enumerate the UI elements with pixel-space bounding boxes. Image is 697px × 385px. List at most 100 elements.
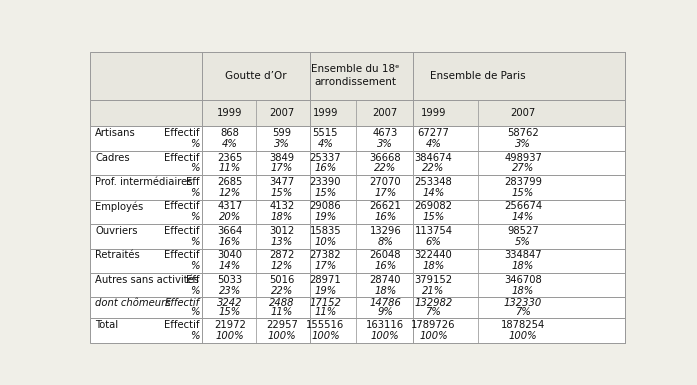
Text: 599: 599 [273,128,291,138]
Text: 17152: 17152 [309,298,342,308]
Text: 22%: 22% [422,163,445,173]
Text: Retraités: Retraités [95,250,140,260]
Text: 17%: 17% [271,163,293,173]
Text: 15%: 15% [422,212,445,222]
Text: 7%: 7% [515,307,531,317]
Text: 18%: 18% [374,286,397,296]
Bar [90,318,625,343]
Text: 17%: 17% [374,188,397,198]
Text: 18%: 18% [512,286,534,296]
Text: 12%: 12% [219,188,241,198]
Text: 100%: 100% [311,331,339,341]
Text: 16%: 16% [314,163,337,173]
Bar [90,100,625,126]
Text: 1999: 1999 [217,108,243,118]
Text: 2685: 2685 [217,177,243,187]
Text: 36668: 36668 [369,152,401,162]
Text: 4%: 4% [425,139,441,149]
Text: 22%: 22% [374,163,397,173]
Text: 3477: 3477 [270,177,295,187]
Text: Ensemble de Paris: Ensemble de Paris [431,71,526,81]
Bar [90,297,625,318]
Text: 29086: 29086 [309,201,341,211]
Text: 256674: 256674 [504,201,542,211]
Text: 14786: 14786 [369,298,401,308]
Text: Effectif: Effectif [164,250,199,260]
Text: 1999: 1999 [420,108,446,118]
Text: 4%: 4% [317,139,333,149]
Text: 18%: 18% [271,212,293,222]
Text: 58762: 58762 [507,128,539,138]
Text: 21%: 21% [422,286,445,296]
Text: 13%: 13% [271,237,293,247]
Text: 1999: 1999 [312,108,338,118]
Text: 2488: 2488 [269,298,295,308]
Text: Ouvriers: Ouvriers [95,226,138,236]
Text: 15%: 15% [314,188,337,198]
Text: Autres sans activités: Autres sans activités [95,275,199,285]
Text: 100%: 100% [371,331,399,341]
Text: 100%: 100% [419,331,447,341]
Text: %: % [190,163,199,173]
Text: 3242: 3242 [217,298,243,308]
Text: 384674: 384674 [415,152,452,162]
Text: Ensemble du 18ᵉ
arrondissement: Ensemble du 18ᵉ arrondissement [312,64,400,87]
Text: 18%: 18% [512,261,534,271]
Text: 379152: 379152 [414,275,452,285]
Text: Effectif: Effectif [164,226,199,236]
Text: 113754: 113754 [415,226,452,236]
Text: Effectif: Effectif [164,128,199,138]
Text: 269082: 269082 [415,201,452,211]
Text: 5515: 5515 [312,128,338,138]
Text: 132330: 132330 [504,298,542,308]
Text: 163116: 163116 [366,320,404,330]
Bar [90,52,625,100]
Text: 1878254: 1878254 [501,320,545,330]
Text: 98527: 98527 [507,226,539,236]
Text: Effectif: Effectif [164,152,199,162]
Text: 3040: 3040 [217,250,243,260]
Text: 132982: 132982 [414,298,452,308]
Text: 8%: 8% [377,237,393,247]
Text: 21972: 21972 [214,320,245,330]
Text: %: % [190,261,199,271]
Text: 7%: 7% [425,307,441,317]
Text: 16%: 16% [374,212,397,222]
Text: 4%: 4% [222,139,238,149]
Text: 19%: 19% [314,212,337,222]
Text: 2872: 2872 [270,250,295,260]
Text: 2007: 2007 [373,108,398,118]
Text: 27%: 27% [512,163,534,173]
Text: 25337: 25337 [309,152,341,162]
Bar [90,248,625,273]
Text: 4673: 4673 [373,128,398,138]
Text: Goutte d’Or: Goutte d’Or [225,71,287,81]
Text: 5016: 5016 [270,275,295,285]
Bar [90,199,625,224]
Text: 2007: 2007 [270,108,295,118]
Text: 4317: 4317 [217,201,243,211]
Bar [90,273,625,297]
Text: %: % [190,331,199,341]
Text: 14%: 14% [219,261,241,271]
Text: 28740: 28740 [369,275,401,285]
Text: 27070: 27070 [369,177,401,187]
Text: 15%: 15% [271,188,293,198]
Text: 14%: 14% [422,188,445,198]
Text: 253348: 253348 [415,177,452,187]
Text: Eff: Eff [186,275,199,285]
Text: 9%: 9% [377,307,393,317]
Bar [90,151,625,175]
Text: Employés: Employés [95,201,144,212]
Bar [90,175,625,199]
Text: 3012: 3012 [270,226,295,236]
Text: 10%: 10% [314,237,337,247]
Text: 26621: 26621 [369,201,401,211]
Text: %: % [190,212,199,222]
Text: 19%: 19% [314,286,337,296]
Text: 498937: 498937 [504,152,542,162]
Text: 3%: 3% [515,139,531,149]
Text: 3849: 3849 [270,152,295,162]
Text: 155516: 155516 [306,320,344,330]
Text: Total: Total [95,320,118,330]
